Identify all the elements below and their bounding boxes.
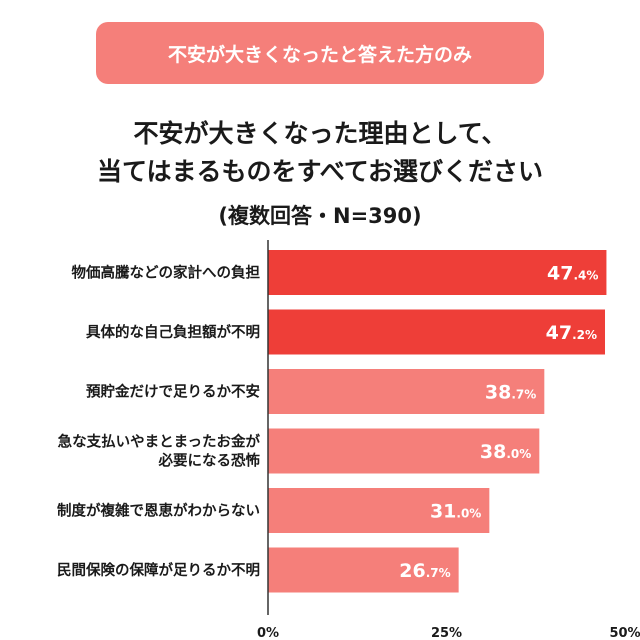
x-tick-label-0: 0% — [257, 626, 279, 640]
value-label-2: 38.7% — [485, 382, 536, 404]
bar-0 — [268, 250, 607, 295]
category-label-2: 預貯金だけで足りるか不安 — [86, 383, 260, 401]
bar-2 — [268, 369, 545, 414]
category-label-0: 物価高騰などの家計への負担 — [72, 264, 261, 282]
category-label-1: 具体的な自己負担額が不明 — [86, 323, 260, 341]
category-label-5: 民間保険の保障が足りるか不明 — [57, 561, 260, 579]
bar-chart: 物価高騰などの家計への負担 47.4% 具体的な自己負担額が不明 47.2% 預貯金だけ… — [57, 240, 640, 640]
bar-5 — [268, 547, 459, 593]
chart-title-line1: 不安が大きくなった理由として、 — [133, 119, 507, 148]
x-tick-label-1: 25% — [431, 626, 462, 640]
x-tick-label-2: 50% — [609, 626, 640, 640]
category-label-3-1: 必要になる恐怖 — [158, 452, 261, 470]
bar-1 — [268, 309, 606, 355]
chart-title-line2: 当てはまるものをすべてお選びください — [96, 157, 543, 186]
bar-4 — [268, 488, 490, 533]
value-label-5: 26.7% — [399, 560, 450, 582]
chart-subtitle: (複数回答・N=390) — [218, 204, 422, 228]
value-label-0: 47.4% — [547, 263, 598, 285]
filter-badge: 不安が大きくなったと答えた方のみ — [96, 22, 544, 84]
bar-3 — [268, 428, 540, 474]
value-label-3: 38.0% — [480, 441, 531, 463]
value-label-4: 31.0% — [430, 501, 481, 523]
category-label-4: 制度が複雑で恩恵がわからない — [57, 502, 260, 520]
category-label-3-0: 急な支払いやまとまったお金が — [58, 433, 261, 451]
value-label-1: 47.2% — [546, 322, 597, 344]
